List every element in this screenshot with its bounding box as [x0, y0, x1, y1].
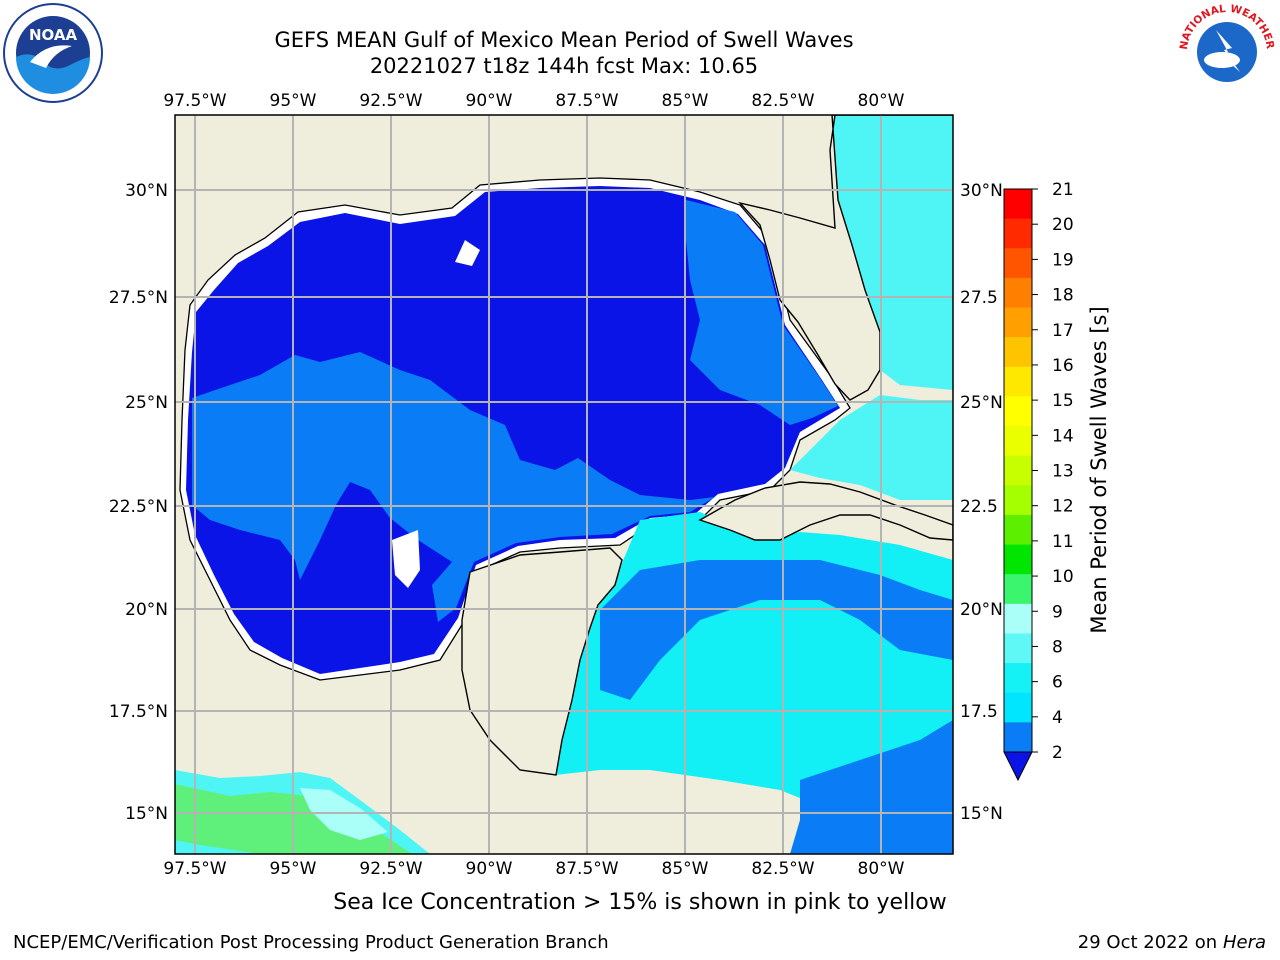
- colorbar-ticks: 21 20 19 18 17 16 15 14 13 12 11 10 9 8 6 4 2: [1032, 180, 1074, 763]
- date-text: 29 Oct 2022 on: [1077, 932, 1223, 953]
- chart-subtitle-run: 20221027 t18z 144h fcst Max: 10.65: [369, 54, 759, 78]
- date-stamp: 29 Oct 2022 on Hera: [1078, 932, 1266, 953]
- colorbar-tick-label: 16: [1052, 356, 1074, 376]
- lon-label: 87.5°W: [555, 91, 618, 111]
- yucatan-landmass: [461, 547, 623, 776]
- colorbar-tick-label: 9: [1052, 602, 1063, 622]
- gulf-white-patch-1: [392, 530, 420, 588]
- chart-title: GEFS MEAN Gulf of Mexico Mean Period of …: [274, 28, 854, 52]
- lon-label: 92.5°W: [359, 859, 422, 879]
- lon-label: 90°W: [466, 91, 513, 111]
- colorbar: [1003, 188, 1033, 782]
- lon-label: 97.5°W: [163, 859, 226, 879]
- lon-label: 87.5°W: [555, 859, 618, 879]
- colorbar-segment: [1004, 692, 1032, 723]
- atlantic-swell-region: [830, 115, 953, 390]
- credit-text: NCEP/EMC/Verification Post Processing Pr…: [13, 932, 609, 953]
- lat-label: 30°N: [960, 181, 1003, 201]
- colorbar-segment: [1004, 218, 1032, 249]
- host-name: Hera: [1222, 932, 1266, 953]
- lat-label: 22.5: [960, 497, 998, 517]
- lon-label: 85°W: [662, 91, 709, 111]
- lat-label: 27.5: [960, 288, 998, 308]
- colorbar-segment: [1004, 307, 1032, 338]
- colorbar-segment: [1004, 633, 1032, 664]
- graticule: [175, 115, 953, 854]
- colorbar-segment: [1004, 248, 1032, 279]
- colorbar-segment: [1004, 514, 1032, 546]
- colorbar-tick-label: 15: [1052, 391, 1074, 411]
- nws-logo: NATIONAL WEATHER SERVICE: [1176, 2, 1276, 100]
- lon-label: 80°W: [858, 91, 905, 111]
- colorbar-segment: [1004, 337, 1032, 368]
- colorbar-segment: [1004, 485, 1032, 516]
- lat-label: 27.5°N: [109, 288, 168, 308]
- colorbar-segment: [1004, 455, 1032, 486]
- lon-labels-top: 97.5°W 95°W 92.5°W 90°W 87.5°W 85°W 82.5…: [163, 91, 904, 111]
- colorbar-segment: [1004, 722, 1032, 753]
- colorbar-tick-label: 21: [1052, 180, 1074, 200]
- colorbar-segment: [1004, 426, 1032, 457]
- lon-labels-bottom: 97.5°W 95°W 92.5°W 90°W 87.5°W 85°W 82.5…: [163, 859, 904, 879]
- colorbar-segment: [1004, 396, 1032, 427]
- lon-label: 97.5°W: [163, 91, 226, 111]
- colorbar-tick-label: 18: [1052, 286, 1074, 306]
- colorbar-tick-label: 8: [1052, 637, 1063, 657]
- gulf-swell-low: [186, 186, 840, 674]
- map-frame: [174, 114, 954, 855]
- cuba-landmass: [698, 481, 953, 541]
- caribbean-swell-south: [790, 720, 953, 854]
- lon-label: 90°W: [466, 859, 513, 879]
- lon-label: 82.5°W: [751, 91, 814, 111]
- colorbar-tick-label: 13: [1052, 462, 1074, 482]
- colorbar-tick-label: 11: [1052, 532, 1074, 552]
- lat-label: 22.5°N: [109, 497, 168, 517]
- sea-ice-note: Sea Ice Concentration > 15% is shown in …: [333, 890, 947, 915]
- lat-labels-right: 30°N 27.5 25°N 22.5 20°N 17.5 15°N: [960, 181, 1003, 824]
- gulf-swell-mid-east: [686, 200, 838, 425]
- colorbar-tick-label: 19: [1052, 250, 1074, 270]
- lon-label: 80°W: [858, 859, 905, 879]
- lat-label: 15°N: [125, 804, 168, 824]
- straits-swell-region: [790, 395, 953, 500]
- lat-label: 25°N: [125, 393, 168, 413]
- lon-label: 82.5°W: [751, 859, 814, 879]
- colorbar-tick-label: 14: [1052, 426, 1074, 446]
- lat-label: 25°N: [960, 393, 1003, 413]
- colorbar-segment: [1004, 663, 1032, 694]
- colorbar-segment: [1004, 574, 1032, 605]
- lon-label: 92.5°W: [359, 91, 422, 111]
- colorbar-extend-arrow: [1003, 751, 1033, 782]
- caribbean-swell-mid: [600, 560, 953, 700]
- lat-label: 20°N: [960, 600, 1003, 620]
- lon-label: 95°W: [270, 859, 317, 879]
- colorbar-tick-label: 4: [1052, 708, 1063, 728]
- colorbar-tick-label: 10: [1052, 567, 1074, 587]
- lat-label: 30°N: [125, 181, 168, 201]
- lat-label: 17.5°N: [109, 702, 168, 722]
- colorbar-segment: [1004, 544, 1032, 575]
- colorbar-tick-label: 6: [1052, 673, 1063, 693]
- map-area: [175, 115, 953, 854]
- lat-label: 20°N: [125, 600, 168, 620]
- lat-labels-left: 30°N 27.5°N 25°N 22.5°N 20°N 17.5°N 15°N: [109, 181, 168, 824]
- gulf-white-patch-2: [455, 240, 480, 266]
- lat-label: 17.5: [960, 702, 998, 722]
- lon-label: 95°W: [270, 91, 317, 111]
- noaa-logo-text: NOAA: [29, 26, 78, 44]
- colorbar-tick-label: 20: [1052, 215, 1074, 235]
- gulf-swell-mid-west: [192, 352, 715, 622]
- colorbar-tick-label: 2: [1052, 743, 1063, 763]
- colorbar-tick-label: 17: [1052, 321, 1074, 341]
- lat-label: 15°N: [960, 804, 1003, 824]
- noaa-logo: NOAA: [3, 3, 103, 103]
- lon-label: 85°W: [662, 859, 709, 879]
- colorbar-label: Mean Period of Swell Waves [s]: [1087, 306, 1111, 633]
- colorbar-segment: [1004, 189, 1032, 220]
- colorbar-segment: [1004, 366, 1032, 397]
- colorbar-segment: [1004, 277, 1032, 309]
- colorbar-tick-label: 12: [1052, 497, 1074, 517]
- colorbar-segment: [1004, 603, 1032, 634]
